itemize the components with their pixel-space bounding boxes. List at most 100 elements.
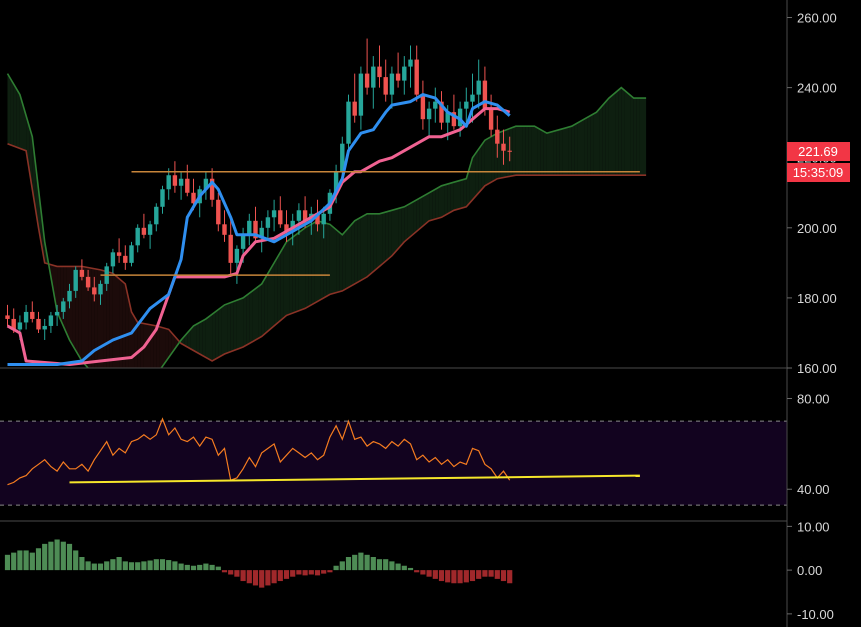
ichimoku-cloud: [6, 73, 647, 368]
candle: [116, 238, 122, 263]
candle-body: [253, 220, 258, 239]
cloud-segment: [621, 87, 625, 176]
candle: [408, 45, 413, 88]
macd-bar: [60, 541, 66, 571]
cloud-segment: [298, 230, 302, 311]
candle: [451, 94, 457, 130]
cloud-segment: [512, 126, 516, 176]
cloud-segment: [345, 227, 349, 290]
cloud-segment: [196, 322, 200, 354]
senkou-span-a-line: [6, 73, 647, 368]
macd-bar: [445, 570, 451, 583]
candle: [135, 224, 140, 253]
candle-body: [414, 59, 419, 95]
cloud-segment: [165, 328, 169, 362]
macd-bar: [215, 566, 221, 571]
candle-body: [85, 276, 91, 288]
rsi-line: [7, 417, 511, 486]
cloud-segment: [317, 220, 321, 302]
cloud-segment: [413, 199, 417, 234]
candle: [501, 129, 506, 165]
cloud-segment: [168, 329, 172, 358]
axis-tick-label: 160.00: [797, 361, 837, 376]
cloud-segment: [193, 324, 197, 353]
candle-body: [420, 94, 426, 120]
cloud-segment: [450, 182, 454, 212]
candle-body: [209, 178, 215, 200]
candle: [129, 241, 134, 267]
cloud-segment: [10, 78, 14, 146]
cloud-segment: [100, 269, 104, 368]
cloud-segment: [565, 127, 569, 176]
cloud-segment: [258, 283, 262, 339]
macd-bar: [283, 570, 290, 579]
macd-bar: [321, 570, 327, 574]
candle: [5, 304, 10, 326]
candle-body: [116, 252, 122, 256]
rsi-pane[interactable]: [0, 417, 787, 506]
cloud-segment: [333, 226, 337, 294]
macd-bar: [327, 570, 333, 573]
cloud-segment: [562, 127, 566, 176]
cloud-segment: [525, 126, 529, 176]
candle-body: [92, 287, 97, 295]
support-lines: [100, 170, 640, 276]
cloud-segment: [453, 181, 457, 211]
candle-body: [48, 315, 54, 326]
macd-bar: [352, 554, 358, 571]
macd-bar: [178, 563, 184, 571]
macd-bar: [370, 557, 376, 571]
cloud-segment: [224, 303, 228, 354]
cloud-segment: [596, 108, 600, 176]
cloud-segment: [305, 226, 309, 309]
candle-body: [265, 217, 271, 228]
macd-bar: [147, 560, 153, 571]
candle: [110, 248, 116, 274]
candle: [302, 196, 308, 228]
cloud-segment: [274, 257, 278, 326]
candle-body: [203, 178, 209, 190]
candle-body: [185, 178, 190, 193]
macd-pane[interactable]: [4, 539, 513, 588]
cloud-segment: [506, 128, 510, 177]
candle: [389, 66, 395, 109]
cloud-segment: [364, 213, 368, 279]
cloud-segment: [140, 323, 144, 368]
candle-body: [377, 66, 382, 78]
cloud-segment: [581, 119, 585, 176]
rsi-band: [0, 421, 787, 506]
macd-bar: [209, 564, 215, 571]
candle-body: [54, 311, 60, 316]
cloud-segment: [472, 153, 476, 200]
candle: [414, 45, 419, 102]
candle-body: [445, 112, 450, 123]
cloud-segment: [13, 84, 17, 148]
cloud-segment: [463, 178, 467, 208]
candle: [296, 203, 302, 235]
macd-bar: [172, 561, 178, 571]
macd-bar: [91, 563, 97, 571]
cloud-segment: [302, 227, 306, 310]
price-pane[interactable]: [5, 38, 647, 403]
cloud-segment: [401, 206, 405, 246]
macd-bar: [290, 570, 296, 577]
cloud-segment: [339, 232, 343, 292]
candle: [30, 301, 35, 323]
candle: [67, 283, 72, 309]
candle: [364, 38, 370, 95]
cloud-segment: [267, 268, 271, 332]
candle-body: [191, 192, 196, 204]
candle: [371, 56, 376, 109]
axis-tick-label: -10.00: [797, 607, 834, 622]
cloud-segment: [457, 180, 461, 210]
cloud-segment: [221, 304, 225, 356]
cloud-segment: [280, 247, 284, 321]
macd-bar: [110, 559, 116, 571]
macd-bar: [66, 543, 73, 571]
candle: [228, 217, 233, 277]
axis-tick-label: 80.00: [797, 391, 830, 406]
candle-body: [457, 108, 463, 127]
cloud-segment: [153, 325, 157, 368]
candle: [54, 304, 60, 326]
